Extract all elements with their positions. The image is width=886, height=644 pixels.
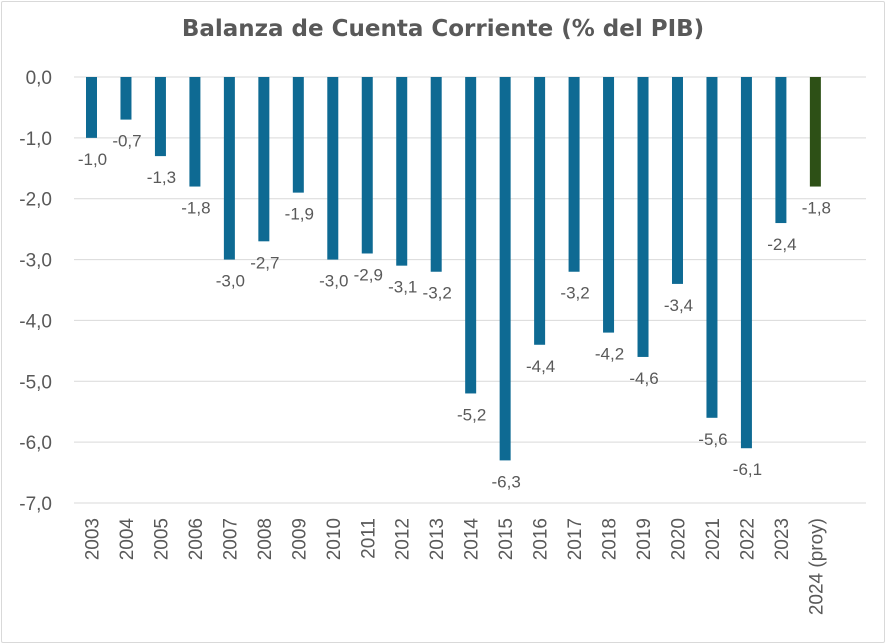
data-label: -3,0 xyxy=(216,272,245,291)
data-label: -2,9 xyxy=(354,265,383,284)
x-tick-label: 2005 xyxy=(151,518,172,560)
y-tick-label: 0,0 xyxy=(26,68,52,89)
x-tick-label: 2011 xyxy=(358,518,379,559)
bar xyxy=(740,77,752,449)
bar xyxy=(809,77,821,187)
bar xyxy=(292,77,304,193)
bar xyxy=(430,77,442,272)
data-label: -3,2 xyxy=(560,284,589,303)
data-label: -6,1 xyxy=(733,460,762,479)
bar xyxy=(86,77,97,138)
data-label: -1,3 xyxy=(147,168,176,187)
data-label: -1,9 xyxy=(285,205,314,224)
bar xyxy=(327,77,339,260)
data-label: -4,4 xyxy=(526,357,555,376)
x-tick-label: 2020 xyxy=(668,518,689,560)
bar xyxy=(465,77,477,394)
bar xyxy=(189,77,201,187)
x-tick-label: 2015 xyxy=(496,518,517,560)
x-tick-label: 2022 xyxy=(737,518,758,560)
data-label: -3,2 xyxy=(423,284,452,303)
data-label: -2,4 xyxy=(767,235,796,254)
bar xyxy=(154,77,166,157)
bar xyxy=(637,77,649,357)
x-tick-label: 2010 xyxy=(324,518,345,560)
y-tick-label: -4,0 xyxy=(19,311,52,332)
y-tick-label: -5,0 xyxy=(19,372,52,393)
y-tick-label: -6,0 xyxy=(19,433,52,454)
bar xyxy=(120,77,132,120)
data-label: -1,8 xyxy=(802,199,831,218)
y-tick-label: -3,0 xyxy=(19,251,52,272)
x-tick-label: 2004 xyxy=(117,518,138,561)
x-tick-label: 2007 xyxy=(220,518,241,560)
y-tick-label: -7,0 xyxy=(19,494,52,515)
x-tick-label: 2012 xyxy=(393,518,414,560)
data-label: -3,1 xyxy=(388,278,417,297)
data-label: -1,8 xyxy=(181,199,210,218)
bar xyxy=(706,77,718,418)
x-tick-label: 2017 xyxy=(565,518,586,560)
x-tick-label: 2008 xyxy=(255,518,276,560)
bar xyxy=(568,77,580,272)
x-tick-label: 2013 xyxy=(427,518,448,560)
data-label: -5,2 xyxy=(457,405,486,424)
data-label: -3,0 xyxy=(319,272,348,291)
bar xyxy=(361,77,373,254)
data-label: -2,7 xyxy=(250,253,279,272)
x-tick-label: 2009 xyxy=(289,518,310,560)
data-label: -6,3 xyxy=(491,472,520,491)
bar xyxy=(775,77,787,224)
chart-title: Balanza de Cuenta Corriente (% del PIB) xyxy=(181,16,705,42)
data-label: -5,6 xyxy=(698,430,727,449)
bar xyxy=(603,77,615,333)
bar xyxy=(396,77,408,266)
data-label: -4,6 xyxy=(629,369,658,388)
x-tick-label: 2006 xyxy=(186,518,207,560)
bar xyxy=(499,77,511,461)
x-tick-label: 2003 xyxy=(83,518,104,560)
data-label: -0,7 xyxy=(112,132,141,151)
data-label: -3,4 xyxy=(664,296,693,315)
x-tick-label: 2023 xyxy=(772,518,793,560)
bar xyxy=(258,77,270,242)
bar xyxy=(534,77,546,345)
x-tick-label: 2024 (proy) xyxy=(806,518,827,615)
x-tick-label: 2016 xyxy=(531,518,552,560)
data-label: -4,2 xyxy=(595,345,624,364)
data-label: -1,0 xyxy=(78,150,107,169)
x-tick-label: 2021 xyxy=(703,518,724,560)
y-tick-label: -1,0 xyxy=(19,129,52,150)
x-tick-label: 2014 xyxy=(462,518,483,561)
x-tick-label: 2019 xyxy=(634,518,655,560)
bar xyxy=(671,77,683,284)
bar xyxy=(223,77,235,260)
x-tick-label: 2018 xyxy=(600,518,621,560)
y-tick-label: -2,0 xyxy=(19,190,52,211)
